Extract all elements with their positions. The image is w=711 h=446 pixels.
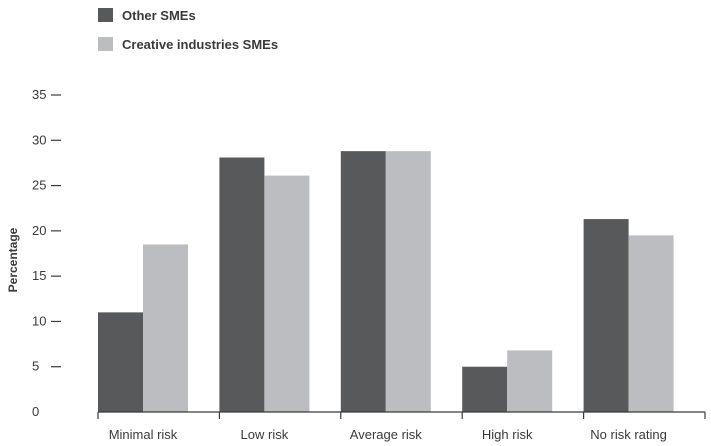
bar-creative-smes (628, 235, 674, 412)
y-axis: 0 5 10 15 20 25 30 35 (32, 87, 61, 419)
bar-other-smes (219, 157, 265, 412)
y-tick-label: 35 (32, 87, 46, 102)
bar-other-smes (98, 312, 143, 412)
legend-label-1: Other SMEs (122, 8, 196, 23)
y-tick-label: 15 (32, 268, 46, 283)
y-axis-title: Percentage (6, 227, 20, 292)
y-tick-label: 10 (32, 313, 46, 328)
y-tick-label: 20 (32, 223, 46, 238)
x-axis: Minimal risk Low risk Average risk High ris… (97, 411, 706, 442)
bar-creative-smes (507, 350, 553, 412)
x-tick-label: Average risk (350, 427, 423, 442)
x-tick-label: No risk rating (590, 427, 667, 442)
x-tick-label: Minimal risk (109, 427, 178, 442)
legend-label-2: Creative industries SMEs (122, 37, 278, 52)
bar-other-smes (462, 366, 508, 412)
bar-creative-smes (143, 244, 188, 412)
y-tick-label: 30 (32, 132, 46, 147)
bar-other-smes (583, 219, 629, 412)
legend-swatch-2 (98, 37, 113, 51)
legend: Other SMEs Creative industries SMEs (98, 8, 278, 52)
x-tick-label: Low risk (241, 427, 289, 442)
legend-swatch-1 (98, 8, 113, 22)
y-tick-label: 0 (32, 404, 39, 419)
bar-other-smes (340, 151, 386, 412)
bar-creative-smes (385, 151, 431, 412)
y-tick-label: 5 (32, 359, 39, 374)
x-tick-label: High risk (482, 427, 533, 442)
bar-creative-smes (264, 175, 310, 412)
y-tick-label: 25 (32, 178, 46, 193)
bars (98, 151, 674, 412)
